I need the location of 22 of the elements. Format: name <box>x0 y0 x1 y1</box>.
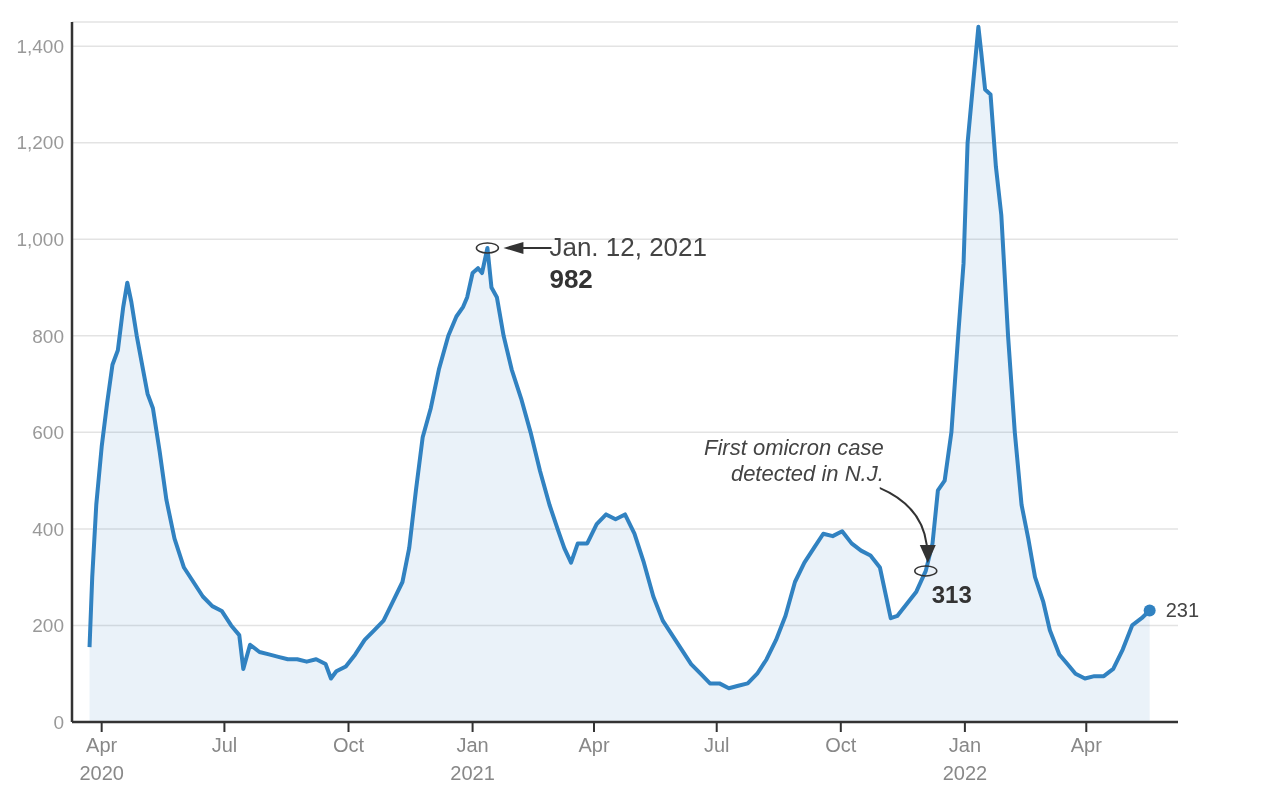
annotation: First omicron case detected in N.J. <box>703 434 884 487</box>
y-tick-label: 1,400 <box>16 35 64 57</box>
x-tick-label: Jul <box>211 734 238 756</box>
y-tick-label: 1,000 <box>16 228 64 250</box>
x-tick-label: Apr 2020 <box>79 734 124 784</box>
x-tick-label: Apr <box>578 734 610 756</box>
x-tick-label: Jul <box>703 734 730 756</box>
data-label: 231 <box>1165 599 1200 622</box>
y-tick-label: 200 <box>32 615 64 637</box>
x-tick-label: Oct <box>825 734 857 756</box>
y-tick-label: 600 <box>32 422 64 444</box>
annotation: 982 <box>549 263 593 295</box>
annotation: 313 <box>931 580 972 609</box>
y-tick-label: 400 <box>32 518 64 540</box>
x-tick-label: Jan 2022 <box>942 734 988 784</box>
annotation: Jan. 12, 2021 <box>549 231 707 263</box>
y-tick-label: 0 <box>53 711 64 733</box>
x-tick-label: Oct <box>332 734 365 756</box>
y-tick-label: 1,200 <box>16 132 64 154</box>
x-tick-label: Apr <box>1070 734 1103 756</box>
x-tick-label: Jan 2021 <box>450 734 495 784</box>
y-tick-label: 800 <box>32 325 64 347</box>
